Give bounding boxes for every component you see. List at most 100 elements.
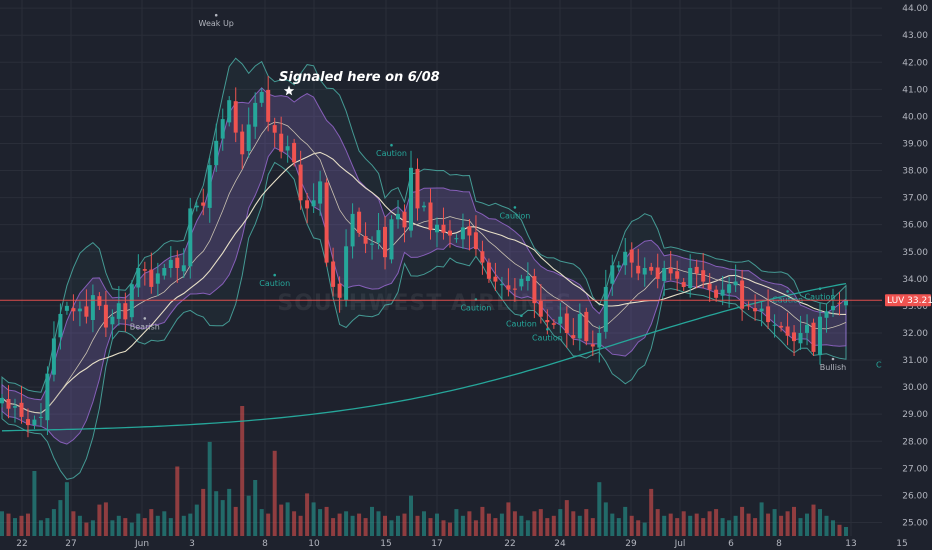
volume-bar	[389, 520, 394, 536]
candle-body	[603, 286, 608, 332]
candle	[824, 304, 829, 333]
candle	[558, 302, 563, 334]
candle-body	[344, 246, 349, 300]
candle-body	[103, 304, 108, 328]
candle-body	[32, 419, 37, 425]
candle	[331, 247, 336, 297]
candle-body	[155, 273, 160, 284]
price-tick-label: 37.00	[902, 194, 928, 204]
volume-bar	[512, 511, 517, 536]
candle-body	[558, 316, 563, 324]
volume-bar	[532, 511, 537, 536]
candle	[0, 393, 4, 408]
price-tick-label: 25.00	[902, 519, 928, 529]
volume-bar	[266, 513, 271, 536]
volume-bar	[694, 513, 699, 536]
candle-body	[844, 300, 848, 306]
time-tick-label: Jul	[674, 539, 686, 549]
candle	[77, 301, 82, 327]
candle-body	[220, 119, 225, 139]
candle-body	[64, 305, 69, 311]
volume-bar	[467, 511, 472, 536]
signal-label: Caution	[532, 333, 563, 342]
volume-bar	[473, 520, 478, 536]
candle	[181, 248, 186, 278]
candle-body	[194, 205, 199, 208]
volume-bar	[675, 518, 680, 536]
signal-label: Caution	[506, 320, 537, 329]
volume-bar	[311, 502, 316, 536]
volume-bar	[84, 522, 89, 536]
volume-bar	[214, 491, 219, 536]
candle-body	[785, 326, 790, 336]
candle	[668, 250, 673, 281]
candle-body	[577, 314, 582, 339]
volume-bar	[409, 495, 413, 536]
candle-body	[233, 101, 238, 133]
candle-body	[162, 268, 167, 276]
volume-bar	[285, 502, 290, 536]
volume-bar	[753, 518, 758, 536]
volume-bar	[688, 515, 693, 536]
time-tick-label: 13	[845, 539, 856, 549]
price-tick-label: 34.00	[902, 275, 928, 285]
volume-bar	[837, 524, 842, 536]
volume-bar	[707, 511, 712, 536]
volume-bar	[454, 509, 459, 536]
grid	[0, 0, 903, 536]
star-icon	[283, 85, 295, 96]
signal-dot	[214, 13, 218, 17]
signal-dot	[520, 314, 523, 318]
volume-bar	[551, 515, 556, 536]
volume-bar	[331, 518, 336, 536]
candle-body	[285, 146, 290, 151]
candle	[512, 278, 517, 302]
volume-bar	[51, 509, 56, 536]
candle-body	[493, 276, 498, 282]
candle-body	[779, 325, 784, 328]
price-tick-label: 35.00	[902, 248, 928, 258]
candle	[837, 292, 842, 316]
candles	[0, 76, 848, 438]
volume-bar	[564, 500, 569, 536]
candle	[175, 250, 180, 283]
signal-label: Caution	[376, 149, 407, 158]
candle-body	[798, 333, 803, 344]
signal-dot	[390, 143, 393, 147]
volume-bar	[136, 513, 141, 536]
candle-body	[824, 311, 829, 318]
volume-bar	[77, 515, 82, 536]
volume-bar	[636, 520, 641, 536]
candle	[13, 398, 17, 423]
volume-bar	[805, 513, 809, 536]
candle	[246, 107, 251, 158]
candle-body	[473, 232, 478, 250]
candle-body	[188, 208, 193, 267]
candle-body	[681, 282, 686, 287]
candle-body	[655, 267, 660, 279]
signal-label: Weak Up	[199, 19, 234, 28]
annotation-text: Signaled here on 6/08	[279, 70, 440, 85]
candle-body	[279, 133, 284, 152]
volume-bar	[668, 513, 673, 536]
volume-bar	[460, 515, 465, 536]
volume-bar	[629, 515, 634, 536]
candle	[155, 262, 160, 296]
signal-label: Bearish	[130, 322, 160, 331]
candle-body	[13, 406, 17, 408]
volume-bar	[129, 522, 134, 536]
candle-body	[551, 323, 556, 325]
time-tick-label: 27	[65, 539, 76, 549]
candle-body	[714, 289, 719, 298]
candle	[396, 200, 400, 229]
price-axis: 25.00 26.00 27.00 28.00 29.00 30.00 31.00 32.00…	[902, 4, 928, 528]
candle-body	[38, 416, 43, 418]
candle-body	[201, 202, 206, 206]
candle	[168, 246, 173, 278]
volume-bar	[272, 450, 277, 536]
volume-bar	[402, 513, 407, 536]
candle	[344, 229, 349, 307]
volume-bar	[792, 506, 796, 536]
candle-body	[214, 140, 219, 166]
